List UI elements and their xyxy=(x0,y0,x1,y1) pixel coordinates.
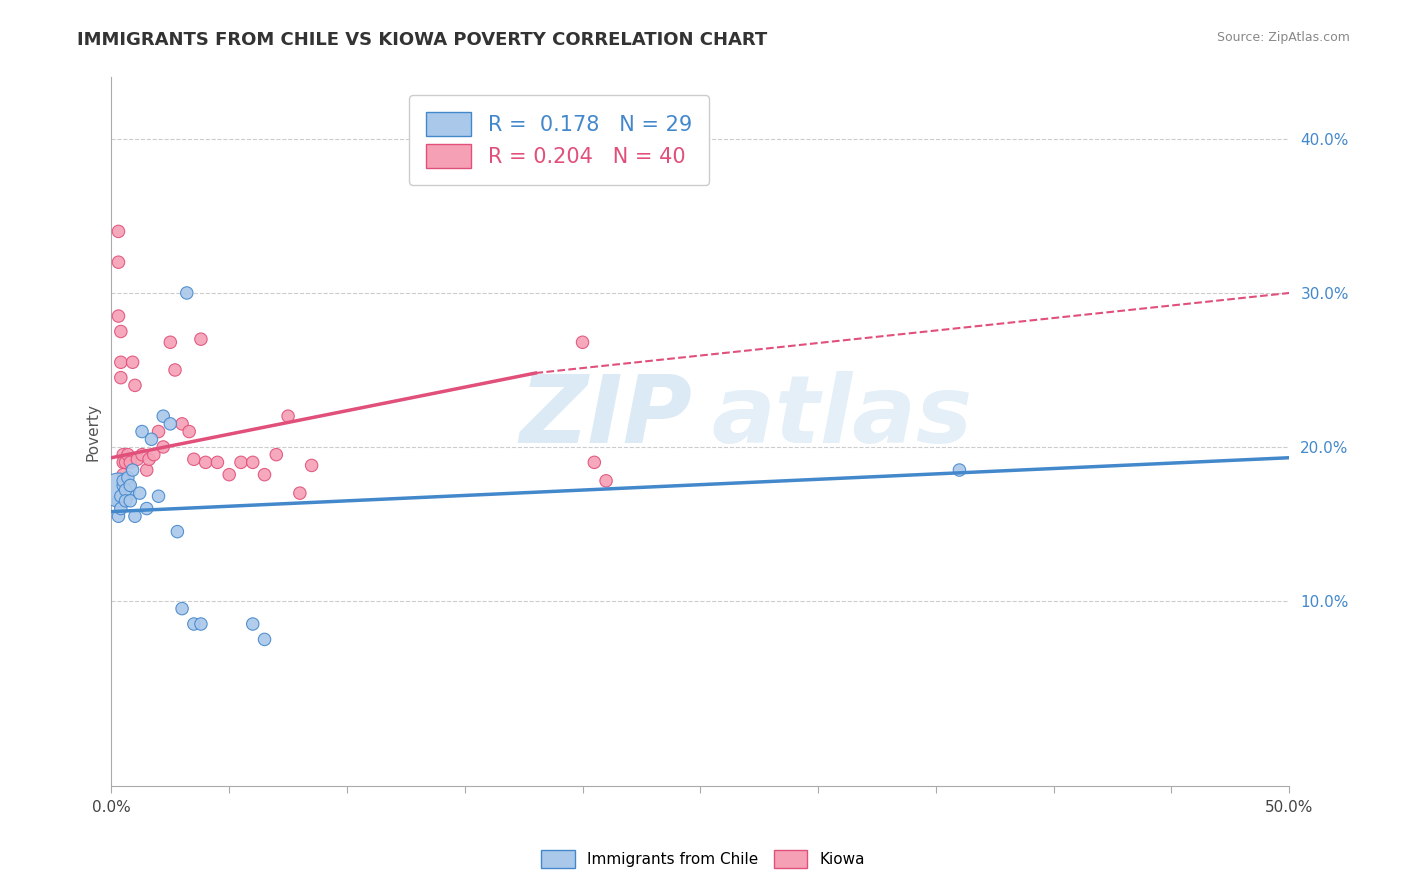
Point xyxy=(172,417,194,431)
Point xyxy=(107,255,129,269)
Point xyxy=(124,509,146,524)
Point xyxy=(131,448,153,462)
Point xyxy=(183,452,205,467)
Point xyxy=(135,501,157,516)
Point xyxy=(107,509,129,524)
Point xyxy=(114,493,136,508)
Point xyxy=(127,452,149,467)
Point xyxy=(163,363,186,377)
Point xyxy=(148,425,170,439)
Point xyxy=(242,617,264,632)
Point xyxy=(110,501,132,516)
Point xyxy=(207,455,229,469)
Point xyxy=(288,486,311,500)
Legend: Immigrants from Chile, Kiowa: Immigrants from Chile, Kiowa xyxy=(529,838,877,880)
Point xyxy=(948,463,970,477)
Text: atlas: atlas xyxy=(711,371,973,463)
Point xyxy=(120,478,142,492)
Point xyxy=(110,370,132,384)
Point xyxy=(114,483,136,497)
Legend: R =  0.178   N = 29, R = 0.204   N = 40: R = 0.178 N = 29, R = 0.204 N = 40 xyxy=(409,95,709,185)
Point xyxy=(107,483,129,497)
Point xyxy=(128,486,150,500)
Point xyxy=(112,455,135,469)
Point xyxy=(183,617,205,632)
Point xyxy=(112,448,135,462)
Point xyxy=(595,474,617,488)
Point xyxy=(110,489,132,503)
Point xyxy=(117,471,139,485)
Point xyxy=(266,448,288,462)
Point xyxy=(190,617,212,632)
Point xyxy=(179,425,201,439)
Point xyxy=(107,309,129,323)
Point xyxy=(107,224,129,238)
Point xyxy=(218,467,240,482)
Point xyxy=(110,355,132,369)
Point xyxy=(159,417,181,431)
Point xyxy=(141,432,163,446)
Point xyxy=(114,455,136,469)
Point xyxy=(112,474,135,488)
Point xyxy=(159,335,181,350)
Text: ZIP: ZIP xyxy=(520,371,693,463)
Point xyxy=(152,440,174,454)
Point xyxy=(120,493,142,508)
Text: Source: ZipAtlas.com: Source: ZipAtlas.com xyxy=(1216,31,1350,45)
Point xyxy=(583,455,606,469)
Point xyxy=(152,409,174,424)
Point xyxy=(107,493,129,508)
Point xyxy=(135,463,157,477)
Point xyxy=(142,448,165,462)
Point xyxy=(229,455,252,469)
Point xyxy=(120,455,142,469)
Point xyxy=(253,467,276,482)
Point xyxy=(110,325,132,339)
Point xyxy=(571,335,593,350)
Point xyxy=(138,452,160,467)
Text: IMMIGRANTS FROM CHILE VS KIOWA POVERTY CORRELATION CHART: IMMIGRANTS FROM CHILE VS KIOWA POVERTY C… xyxy=(77,31,768,49)
Point xyxy=(112,467,135,482)
Point xyxy=(148,489,170,503)
Point xyxy=(121,463,143,477)
Point xyxy=(242,455,264,469)
Point xyxy=(190,332,212,346)
Y-axis label: Poverty: Poverty xyxy=(86,402,100,460)
Point xyxy=(117,448,139,462)
Point xyxy=(253,632,276,647)
Point xyxy=(176,285,198,300)
Point xyxy=(112,478,135,492)
Point xyxy=(121,355,143,369)
Point xyxy=(194,455,217,469)
Point xyxy=(277,409,299,424)
Point xyxy=(301,458,323,473)
Point xyxy=(166,524,188,539)
Point xyxy=(172,601,194,615)
Point xyxy=(131,425,153,439)
Point xyxy=(124,378,146,392)
